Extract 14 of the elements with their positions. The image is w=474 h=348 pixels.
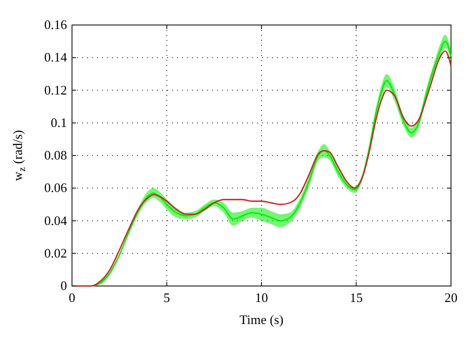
y-tick-label: 0 (60, 278, 67, 293)
y-tick-label: 0.14 (44, 50, 68, 65)
x-axis-title: Time (s) (240, 312, 284, 327)
y-tick-label: 0.06 (44, 180, 68, 196)
x-tick-label: 10 (255, 290, 268, 305)
y-tick-label: 0.02 (44, 245, 67, 260)
y-tick-label: 0.12 (44, 82, 67, 98)
x-tick-label: 20 (444, 290, 458, 305)
x-tick-label: 5 (164, 290, 170, 305)
y-tick-label: 0.1 (50, 114, 67, 130)
y-tick-label: 0.08 (44, 148, 67, 162)
y-tick-label: 0.16 (44, 17, 68, 32)
y-tick-label: 0.04 (44, 212, 68, 228)
x-tick-label: 15 (350, 290, 363, 305)
